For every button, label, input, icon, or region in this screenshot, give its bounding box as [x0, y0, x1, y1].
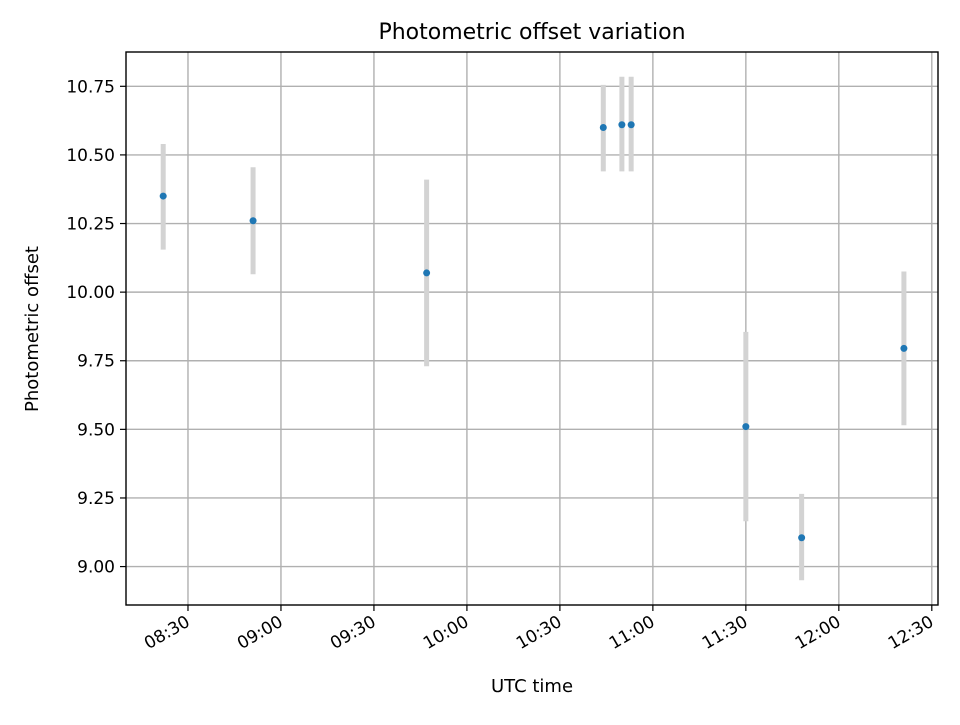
data-point [900, 344, 908, 352]
y-axis-ticks: 9.00 9.25 9.50 9.75 10.00 10.25 10.50 10.75 [66, 77, 126, 578]
data-point [249, 217, 257, 225]
plot-frame [125, 51, 939, 606]
y-tick-label: 9.50 [77, 420, 115, 440]
y-tick-label: 10.25 [66, 215, 115, 235]
chart-title: Photometric offset variation [378, 20, 685, 45]
y-tick-label: 10.00 [66, 283, 115, 303]
y-tick-label: 9.25 [77, 489, 115, 509]
data-point [742, 423, 750, 431]
data-point [618, 121, 626, 129]
y-tick-label: 10.75 [66, 77, 115, 97]
y-tick-label: 10.50 [66, 146, 115, 166]
data-point [159, 192, 167, 200]
data-point [798, 534, 806, 542]
y-axis-label: Photometric offset [22, 246, 43, 412]
grid [126, 52, 938, 605]
data-point [423, 269, 431, 277]
y-tick-label: 9.75 [77, 352, 115, 372]
data-point [599, 123, 607, 131]
x-axis-label: UTC time [491, 676, 573, 697]
y-tick-label: 9.00 [77, 558, 115, 578]
data-point [627, 121, 635, 129]
data-points [159, 121, 908, 542]
